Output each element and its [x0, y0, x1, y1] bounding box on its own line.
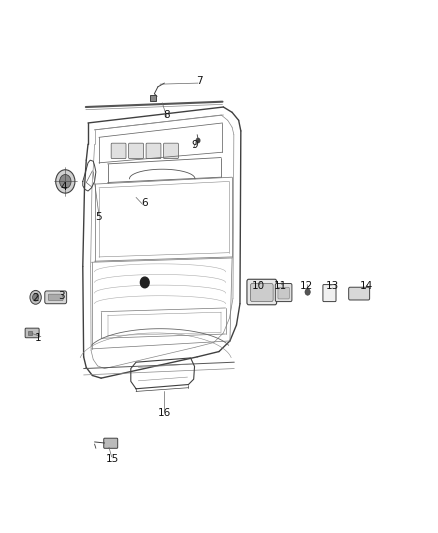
Text: 15: 15 — [106, 454, 119, 464]
Text: 12: 12 — [300, 281, 313, 291]
Circle shape — [56, 169, 75, 193]
FancyBboxPatch shape — [323, 285, 336, 302]
Circle shape — [60, 174, 71, 188]
Text: 6: 6 — [141, 198, 148, 208]
Circle shape — [141, 277, 149, 288]
Circle shape — [30, 290, 41, 304]
Text: 14: 14 — [360, 281, 373, 291]
Text: 2: 2 — [32, 293, 39, 303]
Bar — [28, 331, 32, 335]
FancyBboxPatch shape — [25, 328, 39, 338]
Text: 11: 11 — [273, 281, 287, 291]
FancyBboxPatch shape — [251, 284, 273, 302]
FancyBboxPatch shape — [163, 143, 178, 159]
Text: 5: 5 — [95, 212, 102, 222]
FancyBboxPatch shape — [48, 294, 63, 301]
FancyBboxPatch shape — [111, 143, 126, 159]
Text: 3: 3 — [59, 290, 65, 301]
FancyBboxPatch shape — [278, 287, 289, 299]
Text: 7: 7 — [196, 77, 203, 86]
Text: 16: 16 — [158, 408, 171, 418]
FancyBboxPatch shape — [45, 291, 67, 304]
Text: 1: 1 — [35, 333, 41, 343]
Text: 13: 13 — [326, 281, 339, 291]
FancyBboxPatch shape — [129, 143, 144, 159]
FancyBboxPatch shape — [104, 438, 118, 448]
FancyBboxPatch shape — [349, 287, 370, 300]
Text: 8: 8 — [163, 110, 170, 120]
FancyBboxPatch shape — [276, 284, 292, 302]
Text: 10: 10 — [252, 281, 265, 291]
FancyBboxPatch shape — [247, 279, 277, 305]
FancyBboxPatch shape — [146, 143, 161, 159]
Text: 9: 9 — [192, 140, 198, 150]
Circle shape — [196, 139, 200, 143]
Circle shape — [305, 289, 310, 295]
Circle shape — [32, 294, 39, 301]
Text: 4: 4 — [61, 182, 67, 192]
Bar — [150, 95, 156, 101]
